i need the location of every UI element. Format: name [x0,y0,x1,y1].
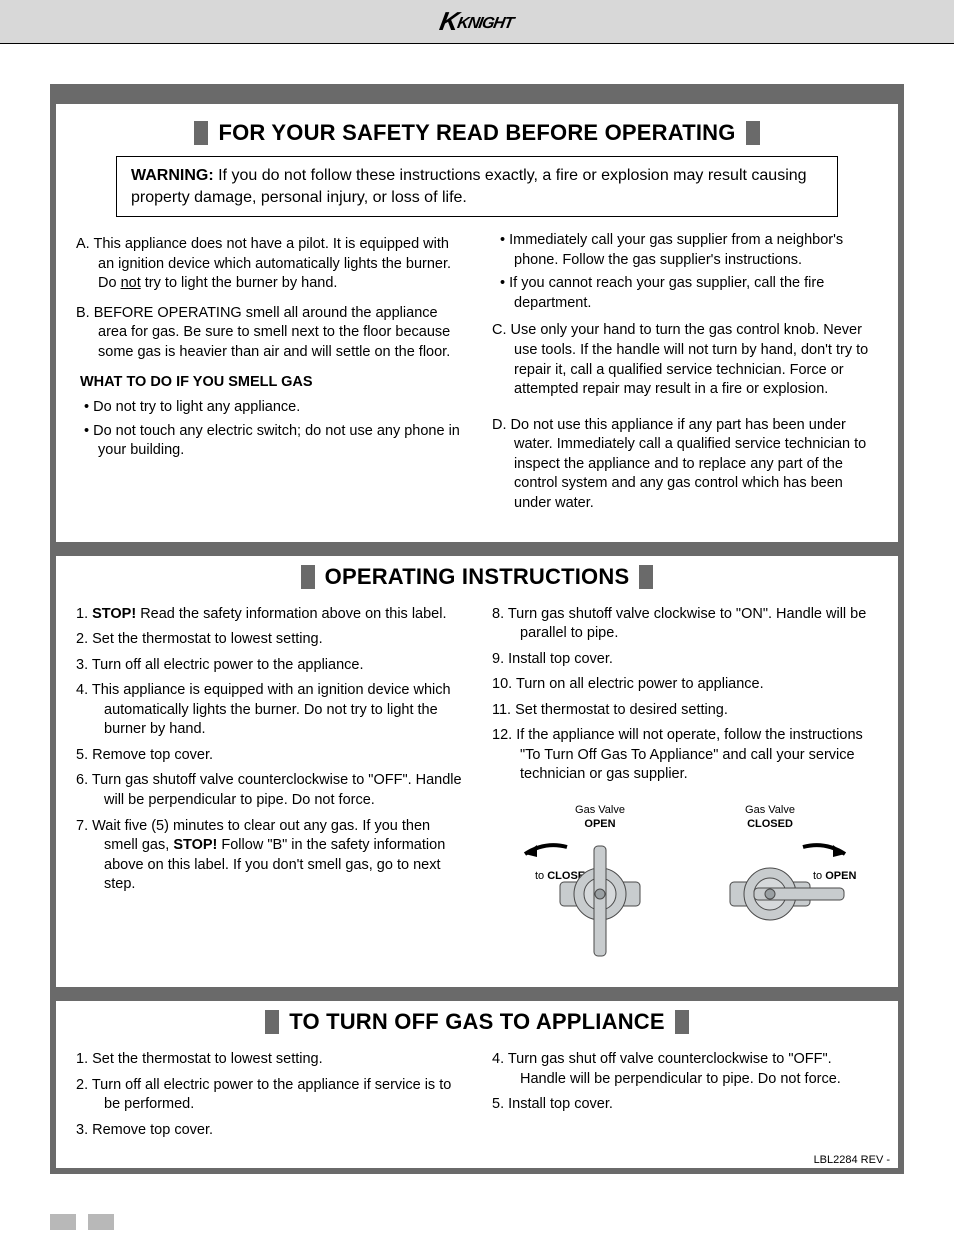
top-header: KKNIGHT [0,0,954,44]
op-step: 11. Set thermostat to desired setting. [492,701,878,721]
warning-box: WARNING: If you do not follow these inst… [116,156,838,217]
knight-logo: KKNIGHT [438,6,517,37]
turnoff-right-col: 4. Turn gas shut off valve counterclockw… [492,1045,878,1146]
main-frame: FOR YOUR SAFETY READ BEFORE OPERATING WA… [50,84,904,1174]
operating-left-col: 1. STOP! Read the safety information abo… [76,600,462,970]
op-step: 3. Turn off all electric power to the ap… [76,656,462,676]
op-step: 5. Remove top cover. [76,746,462,766]
off-step: 3. Remove top cover. [76,1121,462,1141]
bullet-item: Do not touch any electric switch; do not… [80,422,462,461]
bullet-item: Immediately call your gas supplier from … [496,231,878,270]
safety-item-b: B. BEFORE OPERATING smell all around the… [76,304,462,363]
safety-right-col: Immediately call your gas supplier from … [492,227,878,523]
page-content: FOR YOUR SAFETY READ BEFORE OPERATING WA… [0,44,954,1194]
safety-item-c: C. Use only your hand to turn the gas co… [492,321,878,399]
smell-gas-bullets: Do not try to light any appliance. Do no… [80,398,462,461]
op-step: 4. This appliance is equipped with an ig… [76,681,462,740]
op-step: 10. Turn on all electric power to applia… [492,675,878,695]
op-step: 9. Install top cover. [492,650,878,670]
op-step: 12. If the appliance will not operate, f… [492,726,878,785]
label-code: LBL2284 REV - [56,1152,898,1168]
bullet-item: If you cannot reach your gas supplier, c… [496,274,878,313]
svg-text:OPEN: OPEN [584,818,615,830]
safety-section: FOR YOUR SAFETY READ BEFORE OPERATING WA… [56,104,898,542]
op-step: 2. Set the thermostat to lowest setting. [76,630,462,650]
operating-title: OPERATING INSTRUCTIONS [315,564,640,590]
turnoff-title: TO TURN OFF GAS TO APPLIANCE [279,1009,675,1035]
off-step: 1. Set the thermostat to lowest setting. [76,1050,462,1070]
op-step: 7. Wait five (5) minutes to clear out an… [76,817,462,895]
footer-block [88,1214,114,1230]
op-step: 1. STOP! Read the safety information abo… [76,605,462,625]
off-step: 2. Turn off all electric power to the ap… [76,1076,462,1115]
valve-diagram: Gas Valve OPEN Gas Valve CLOSED to CLOSE [492,799,878,969]
svg-text:Gas Valve: Gas Valve [575,804,625,816]
svg-text:to OPEN: to OPEN [813,870,856,882]
turnoff-left-col: 1. Set the thermostat to lowest setting.… [76,1045,462,1146]
safety-item-d: D. Do not use this appliance if any part… [492,416,878,514]
footer-block [50,1214,76,1230]
operating-right-col: 8. Turn gas shutoff valve clockwise to "… [492,600,878,970]
off-step: 4. Turn gas shut off valve counterclockw… [492,1050,878,1089]
turnoff-section: TO TURN OFF GAS TO APPLIANCE 1. Set the … [56,1001,898,1152]
operating-section: OPERATING INSTRUCTIONS 1. STOP! Read the… [56,556,898,988]
off-step: 5. Install top cover. [492,1095,878,1115]
op-step: 6. Turn gas shutoff valve counterclockwi… [76,771,462,810]
op-step: 8. Turn gas shutoff valve clockwise to "… [492,605,878,644]
bullet-item: Do not try to light any appliance. [80,398,462,418]
safety-left-col: A. This appliance does not have a pilot.… [76,227,462,523]
supplier-bullets: Immediately call your gas supplier from … [496,231,878,313]
page-footer [0,1194,954,1260]
svg-text:CLOSED: CLOSED [747,818,793,830]
smell-gas-heading: WHAT TO DO IF YOU SMELL GAS [80,373,462,393]
safety-title: FOR YOUR SAFETY READ BEFORE OPERATING [208,120,745,146]
svg-text:Gas Valve: Gas Valve [745,804,795,816]
safety-item-a: A. This appliance does not have a pilot.… [76,235,462,294]
